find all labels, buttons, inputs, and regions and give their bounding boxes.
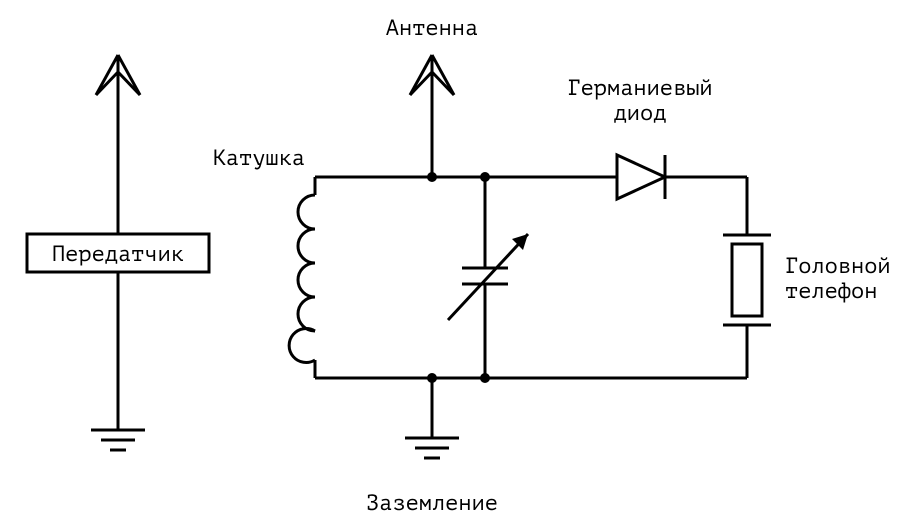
coil-label: Катушка (213, 147, 305, 171)
diode-label-2: диод (614, 102, 667, 126)
coil-icon (289, 177, 315, 378)
transmitter-label: Передатчик (52, 243, 184, 267)
antenna-label: Антенна (386, 17, 478, 41)
transmitter-antenna-icon (96, 55, 140, 234)
receiver-ground-icon (405, 438, 459, 458)
transmitter-block: Передатчик (27, 55, 209, 450)
receiver-antenna-icon (410, 55, 454, 177)
transmitter-ground-icon (91, 430, 145, 450)
variable-capacitor-icon (448, 177, 528, 378)
earphone-icon (723, 235, 771, 325)
ground-label: Заземление (366, 492, 498, 516)
receiver-block: Антенна Катушка (213, 17, 891, 516)
junction-dot (427, 172, 437, 182)
diode-icon (560, 155, 747, 199)
earphone-label-1: Головной (785, 255, 891, 279)
diode-label-1: Германиевый (567, 77, 712, 101)
earphone-label-2: телефон (785, 280, 877, 304)
